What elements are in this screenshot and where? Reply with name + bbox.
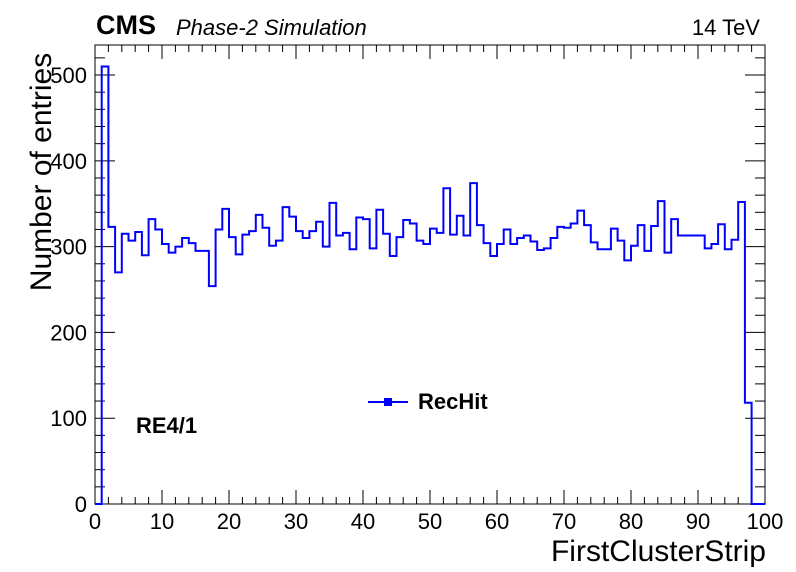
y-tick-label: 100 xyxy=(50,406,87,431)
region-label: RE4/1 xyxy=(136,413,198,438)
x-tick-label: 30 xyxy=(284,509,308,534)
x-axis-label: FirstClusterStrip xyxy=(550,535,766,568)
y-tick-label: 0 xyxy=(75,492,87,517)
legend: RecHit xyxy=(368,389,488,415)
x-tick-label: 40 xyxy=(351,509,375,534)
x-tick-label: 0 xyxy=(89,509,101,534)
y-tick-label: 300 xyxy=(50,235,87,260)
x-tick-label: 100 xyxy=(747,509,784,534)
histogram-line xyxy=(95,65,765,505)
legend-marker xyxy=(368,390,408,414)
y-tick-label: 400 xyxy=(50,149,87,174)
experiment-label: CMS xyxy=(96,10,156,40)
energy-label: 14 TeV xyxy=(691,15,760,40)
x-axis: 0 10 20 30 40 50 60 70 80 90 100 xyxy=(89,45,783,534)
y-axis-label: Number of entries xyxy=(25,52,58,292)
legend-entry-label: RecHit xyxy=(418,389,488,414)
x-tick-label: 90 xyxy=(686,509,710,534)
x-tick-label: 80 xyxy=(619,509,643,534)
y-tick-label: 500 xyxy=(50,63,87,88)
x-tick-label: 70 xyxy=(552,509,576,534)
y-tick-label: 200 xyxy=(50,320,87,345)
x-tick-label: 10 xyxy=(150,509,174,534)
x-tick-label: 20 xyxy=(217,509,241,534)
simulation-label: Phase-2 Simulation xyxy=(176,15,367,40)
x-tick-label: 50 xyxy=(418,509,442,534)
y-axis: 0 100 200 300 400 500 xyxy=(50,57,765,517)
histogram-series xyxy=(95,65,765,505)
x-tick-label: 60 xyxy=(485,509,509,534)
